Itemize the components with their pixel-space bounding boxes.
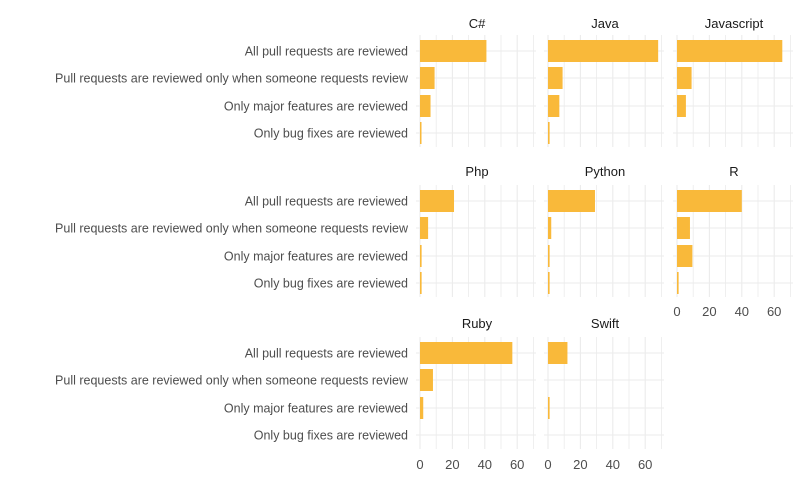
bar-ruby-1 [420,342,513,364]
y-tick-label: Only major features are reviewed [224,402,408,416]
panel-title-javascript: Javascript [705,16,764,31]
bar-csharp-4 [420,122,422,144]
panel-title-java: Java [591,16,619,31]
bar-swift-1 [548,342,568,364]
y-tick-label: Pull requests are reviewed only when som… [55,72,409,86]
panel-title-python: Python [585,164,625,179]
bar-python-4 [548,272,550,294]
bar-ruby-2 [420,369,433,391]
x-tick-label: 20 [445,457,459,472]
y-tick-label: Only major features are reviewed [224,250,408,264]
bar-csharp-3 [420,95,431,117]
x-tick-label: 60 [510,457,524,472]
bar-java-1 [548,40,659,62]
y-tick-label: Pull requests are reviewed only when som… [55,374,409,388]
x-tick-label: 0 [673,304,680,319]
bar-r-2 [677,217,690,239]
x-tick-label: 0 [416,457,423,472]
x-tick-label: 0 [544,457,551,472]
y-tick-label: Only major features are reviewed [224,100,408,114]
y-tick-label: All pull requests are reviewed [245,347,408,361]
bar-javascript-3 [677,95,686,117]
panel-title-php: Php [465,164,488,179]
bar-java-4 [548,122,550,144]
bar-php-4 [420,272,422,294]
bar-php-3 [420,245,422,267]
panel-title-r: R [729,164,738,179]
panel-title-csharp: C# [469,16,486,31]
bar-csharp-2 [420,67,435,89]
y-tick-label: Only bug fixes are reviewed [254,429,408,443]
y-tick-label: Pull requests are reviewed only when som… [55,222,409,236]
bar-swift-3 [548,397,550,419]
x-tick-label: 40 [606,457,620,472]
x-tick-label: 40 [735,304,749,319]
bar-csharp-1 [420,40,487,62]
bar-python-1 [548,190,595,212]
y-tick-label: Only bug fixes are reviewed [254,127,408,141]
bar-php-1 [420,190,455,212]
bar-ruby-3 [420,397,424,419]
x-tick-label: 20 [573,457,587,472]
bar-php-2 [420,217,429,239]
panel-title-ruby: Ruby [462,316,493,331]
panel-title-swift: Swift [591,316,620,331]
y-tick-label: All pull requests are reviewed [245,45,408,59]
bar-r-3 [677,245,693,267]
y-tick-label: All pull requests are reviewed [245,195,408,209]
bar-r-1 [677,190,742,212]
x-tick-label: 60 [767,304,781,319]
bar-python-2 [548,217,552,239]
x-tick-label: 60 [638,457,652,472]
y-tick-label: Only bug fixes are reviewed [254,277,408,291]
bar-java-3 [548,95,560,117]
bar-javascript-2 [677,67,692,89]
bar-javascript-1 [677,40,783,62]
bar-r-4 [677,272,679,294]
bar-python-3 [548,245,550,267]
bar-java-2 [548,67,563,89]
x-tick-label: 40 [478,457,492,472]
x-tick-label: 20 [702,304,716,319]
